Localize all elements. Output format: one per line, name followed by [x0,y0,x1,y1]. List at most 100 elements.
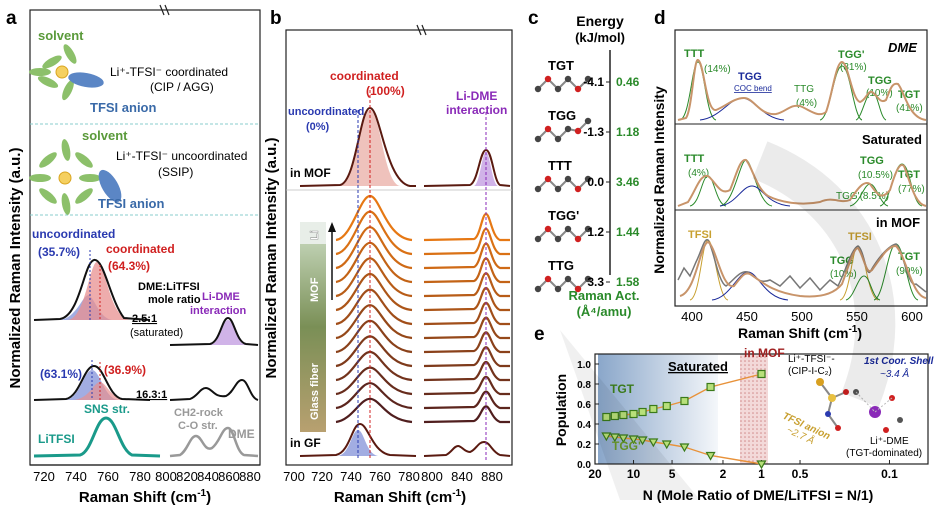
conformer-energy: -4.1 [583,75,604,89]
fit-peak-coord [68,261,130,320]
b-stack-spectrum-left [335,272,413,312]
b-stack-spectrum-right [423,257,510,284]
conformer-molecule-icon [534,175,592,193]
conformer-energy: 3.3 [587,275,604,289]
e-point-tggp [661,440,672,450]
spectrum-line-dilute [33,364,151,401]
panel-a-xaxis: 720 740 760 780 800 820 840 860 880 Rama… [30,464,261,506]
b-uncoord-pct: (0%) [306,121,330,133]
solvent-cluster-1 [29,44,77,101]
b-tick-720: 720 [311,469,333,484]
ch2-label: CH2-rock [174,407,224,419]
e-cip-line1: Li⁺-TFSI⁻- [788,354,835,365]
d-tick-450: 450 [736,309,758,324]
conformer-energy: 1.2 [587,225,604,239]
b-stack-spectrum-left [335,335,413,368]
conformer-raman-activity: 1.18 [616,125,640,139]
b-stack-spectrum-right [423,301,510,326]
d-sub-mof: in MOF TFSI TFSI TGG (10%) TGT (90%) [677,215,927,301]
d-sub-saturated: Saturated TTT (4%) TGG (10.5%) TGG'(8.5%… [677,132,927,207]
conformer-raman-activity: 0.46 [616,75,640,89]
e-point-tggp [609,433,620,443]
panel-d-xaxis: 400 450 500 550 600 Raman Shift (cm-1) [681,309,923,341]
e-point-tgt [619,410,628,420]
b-stack-spectrum-left [335,397,413,424]
e-ytick-label: 0.8 [577,380,591,391]
b-stack-spectrum-right [423,212,510,242]
d1-ttg-pct: (4%) [796,98,817,109]
d1-ttg: TTG [794,84,814,95]
d1-spectrum [677,58,927,121]
e-saturated-region [598,354,718,464]
panel-e-xlabel: N (Mole Ratio of DME/LiTFSI = N/1) [643,487,874,503]
ratio-label: DME:LiTFSI [138,281,200,293]
fit-peak-lidme [210,320,246,345]
e-point-tgt [638,407,647,417]
e-xtick-label: 1 [758,467,765,481]
schematic-coordinated: solvent Li⁺-TFSI⁻ coordinated (CIP / AGG… [29,28,228,115]
panel-e-ylabel: Population [553,374,569,446]
d1-ttt: TTT [684,48,704,60]
e-xtick-label: 5 [669,467,676,481]
b-strip-mof: MOF [309,277,321,302]
e-plot-area: 0.0 0.2 0.4 0.6 0.8 1.0 20 10 5 2 1 0.5 0.1 [577,360,898,481]
co-label: C-O str. [178,420,218,432]
d1-tgg2: TGG [868,75,892,87]
conformer-raman-activity: 1.44 [616,225,640,239]
d3-tgt-pct: (90%) [896,266,923,277]
e-point-tgt [610,411,619,421]
coordinated-line2: (CIP / AGG) [150,80,214,94]
e-series-line-tgt [606,373,762,418]
a-tick-720: 720 [33,469,55,484]
b-coord-label: coordinated [330,69,399,83]
anion-label-2: TFSI anion [98,196,165,211]
e-point-tgt [602,412,611,422]
d-tick-500: 500 [791,309,813,324]
b-strip-li: Li [309,230,321,240]
e-point-tggp [601,432,612,442]
panel-d-ylabel: Normalized Raman Intensity [651,86,667,274]
spectrum-saturated: uncoordinated (35.7%) coordinated (64.3%… [32,227,259,346]
conformer-list: TGT -4.1 0.46 TGG -1.3 1.18 TTT 0.0 3.46 TGG' 1.2 1… [534,58,640,293]
a-tick-780: 780 [129,469,151,484]
a-tick-800: 800 [155,469,177,484]
b-stack-spectrum-left [335,288,413,326]
conformer-name: TTG [548,258,574,273]
b-stack-spectrum-right [423,272,510,298]
e-point-tgt [629,409,638,419]
b-stack-spectrum-right [423,242,510,270]
d1-tggp: TGG' [838,49,865,61]
d-sub-dme: DME TTT (14%) TGG COC bend TTG (4%) TGG'… [677,40,927,121]
e-lidme-line2: (TGT-dominated) [846,448,922,459]
b-spectra-stack [335,194,510,424]
e-ytick-label: 0.0 [577,460,591,471]
a-tick-860: 860 [218,469,240,484]
solvent-label-2: solvent [82,128,128,143]
raman-title: Raman Act. [568,288,639,303]
panel-a-xlabel: Raman Shift (cm-1) [79,488,211,506]
draft-watermark-shape [560,330,700,500]
e-point-tgt [662,401,671,411]
panel-b-ylabel: Normalized Raman Intensity (a.u.) [263,138,280,379]
panel-d: d Normalized Raman Intensity DME TTT (14… [651,8,928,341]
d1-tgg: TGG [738,71,762,83]
spectrum-line-saturated [33,259,151,321]
b-photo-li [300,222,326,244]
d1-tgg2-pct: (10%) [866,88,893,99]
e-point-tgt [757,369,766,379]
b-in-gf: in GF [290,436,321,450]
spectrum-reference: LiTFSI SNS str. CH2-rock C-O str. DME [33,402,259,458]
lidme-label: Li-DME [202,291,240,303]
conformer-name: TGG [548,108,576,123]
d1-tgt: TGT [898,89,920,101]
panel-b-xaxis: 700 720 740 760 780 800 840 880 Raman Sh… [283,469,503,506]
b-stack-spectrum-left [335,257,413,298]
d3-fit-envelope [679,240,927,299]
uncoord-pct: (35.7%) [38,245,80,259]
b-axis-break-2 [421,24,427,36]
d3-tfsi1: TFSI [688,229,712,241]
e-xtick-label: 2 [720,467,727,481]
e-tggp-label: TGG' [612,439,641,453]
d2-spectrum [677,158,927,207]
panel-d-frame [674,29,928,307]
